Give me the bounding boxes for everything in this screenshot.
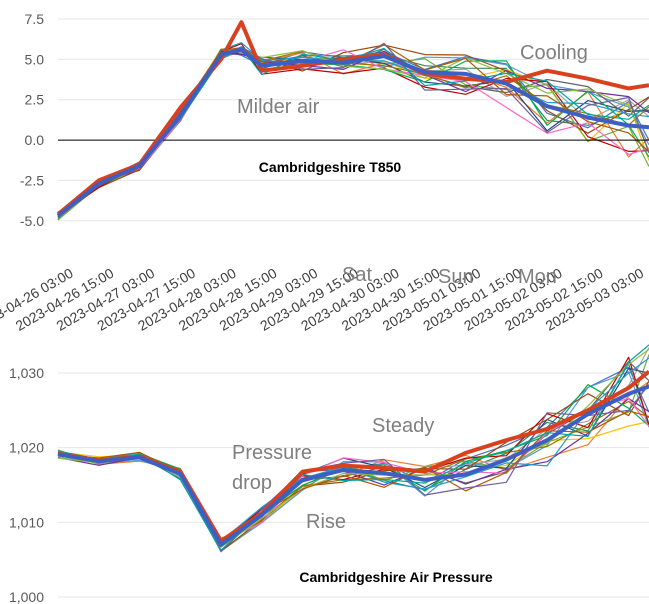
- pressure-title: Cambridgeshire Air Pressure: [299, 569, 492, 585]
- y-tick-label: 5.0: [25, 51, 45, 67]
- pressure-ensemble-members: [57, 344, 649, 553]
- y-tick-label: -5.0: [20, 213, 44, 229]
- pressure-y-axis: 1,030 1,020 1,010 1,000: [9, 365, 44, 604]
- annotation-rise: Rise: [306, 511, 346, 533]
- ensemble-member-line: [57, 46, 649, 219]
- y-tick-label: 1,000: [9, 589, 44, 604]
- ensemble-member-line: [57, 52, 649, 221]
- annotation-cooling: Cooling: [520, 42, 588, 64]
- annotation-pressure: Pressure: [232, 442, 312, 464]
- t850-ensemble-members: [57, 42, 649, 221]
- ensemble-member-line: [57, 42, 649, 213]
- ensemble-member-line: [57, 50, 649, 220]
- ensemble-member-line: [57, 367, 649, 541]
- y-tick-label: 1,010: [9, 514, 44, 530]
- t850-mean-line: [56, 47, 649, 218]
- t850-chart: 7.5 5.0 2.5 0.0 -2.5 -5.0 Cambridgeshire T850…: [20, 11, 649, 229]
- ensemble-member-line: [57, 357, 649, 542]
- annotation-steady: Steady: [372, 415, 434, 437]
- annotation-milder-air: Milder air: [237, 96, 320, 118]
- annotation-drop: drop: [232, 472, 272, 494]
- pressure-mean-line: [57, 384, 649, 547]
- day-label-sat: Sat: [342, 264, 372, 286]
- y-tick-label: 1,030: [9, 365, 44, 381]
- t850-y-axis: 7.5 5.0 2.5 0.0 -2.5 -5.0: [20, 11, 44, 229]
- y-tick-label: 2.5: [25, 92, 45, 108]
- ensemble-member-line: [57, 50, 649, 218]
- ensemble-member-line: [57, 366, 649, 541]
- y-tick-label: 1,020: [9, 440, 44, 456]
- day-label-mon: Mon: [518, 266, 557, 288]
- y-tick-label: 7.5: [25, 11, 45, 27]
- ensemble-member-line: [57, 356, 649, 546]
- ensemble-member-line: [57, 347, 649, 552]
- pressure-gridlines: [58, 372, 649, 598]
- ensemble-member-line: [57, 43, 649, 213]
- y-tick-label: 0.0: [25, 132, 45, 148]
- pressure-chart: 1,030 1,020 1,010 1,000 Cambridgeshire Air …: [9, 344, 649, 604]
- day-label-sun: Sun: [438, 266, 474, 288]
- y-tick-label: -2.5: [20, 172, 44, 188]
- t850-title: Cambridgeshire T850: [259, 159, 402, 175]
- t850-highlighted-line: [56, 20, 649, 216]
- ensemble-member-line: [57, 42, 649, 216]
- ensemble-member-line: [57, 50, 649, 218]
